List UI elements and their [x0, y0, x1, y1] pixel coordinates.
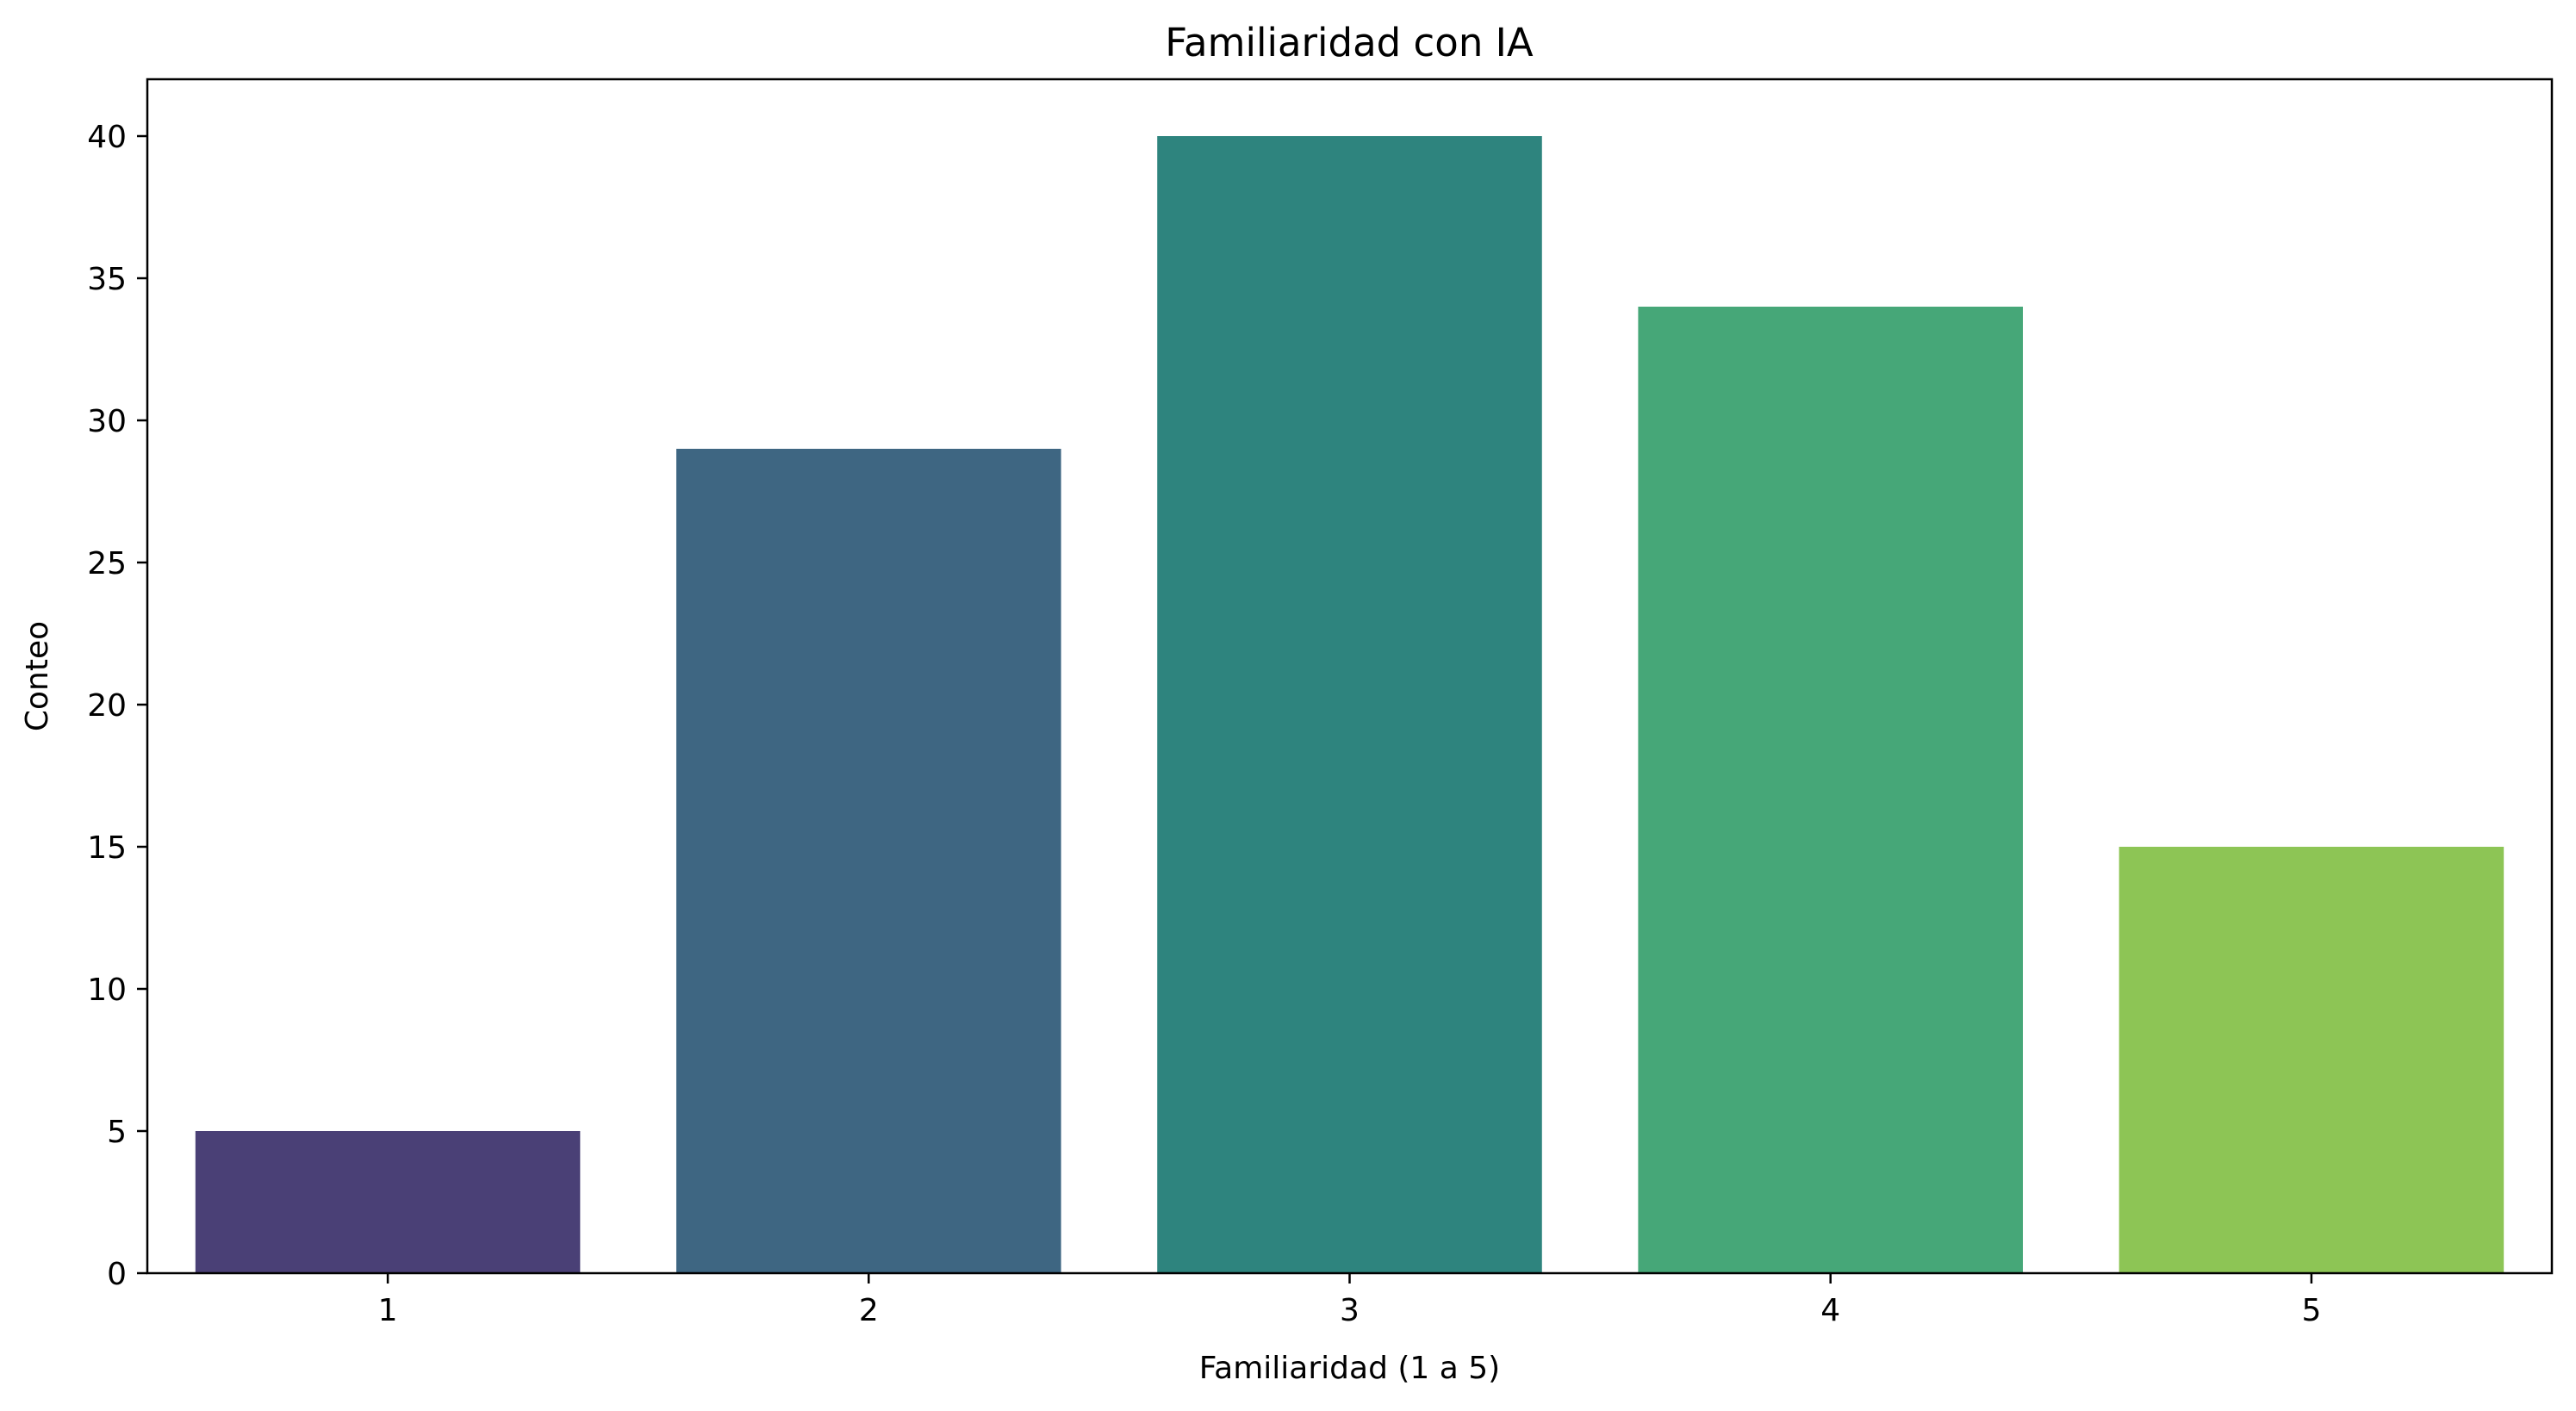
bar-5	[2119, 847, 2504, 1273]
bar-3	[1157, 136, 1542, 1273]
y-tick-label: 40	[87, 120, 127, 155]
x-axis-label: Familiaridad (1 a 5)	[1199, 1351, 1500, 1386]
y-tick-label: 10	[87, 973, 127, 1008]
x-tick-label: 3	[1340, 1293, 1360, 1328]
bar-2	[676, 449, 1061, 1273]
x-tick-label: 1	[378, 1293, 398, 1328]
y-tick-label: 30	[87, 404, 127, 439]
y-tick-label: 5	[107, 1115, 127, 1150]
x-tick-label: 5	[2301, 1293, 2321, 1328]
y-tick-label: 25	[87, 546, 127, 581]
chart-title: Familiaridad con IA	[1165, 20, 1534, 65]
plot-area-frame	[146, 78, 2554, 1275]
y-axis-ticks: 0 5 10 15 20 25 30 35 40	[87, 120, 147, 1292]
y-tick-label: 20	[87, 688, 127, 724]
x-axis-ticks: 1 2 3 4 5	[378, 1273, 2321, 1328]
y-axis-label: Conteo	[20, 621, 55, 731]
y-tick-label: 35	[87, 262, 127, 297]
y-tick-label: 0	[107, 1257, 127, 1292]
x-tick-label: 2	[859, 1293, 879, 1328]
bar-4	[1638, 307, 2023, 1273]
bar-1	[195, 1131, 581, 1273]
y-tick-label: 15	[87, 830, 127, 866]
x-tick-label: 4	[1820, 1293, 1840, 1328]
bars-group	[195, 136, 2504, 1273]
